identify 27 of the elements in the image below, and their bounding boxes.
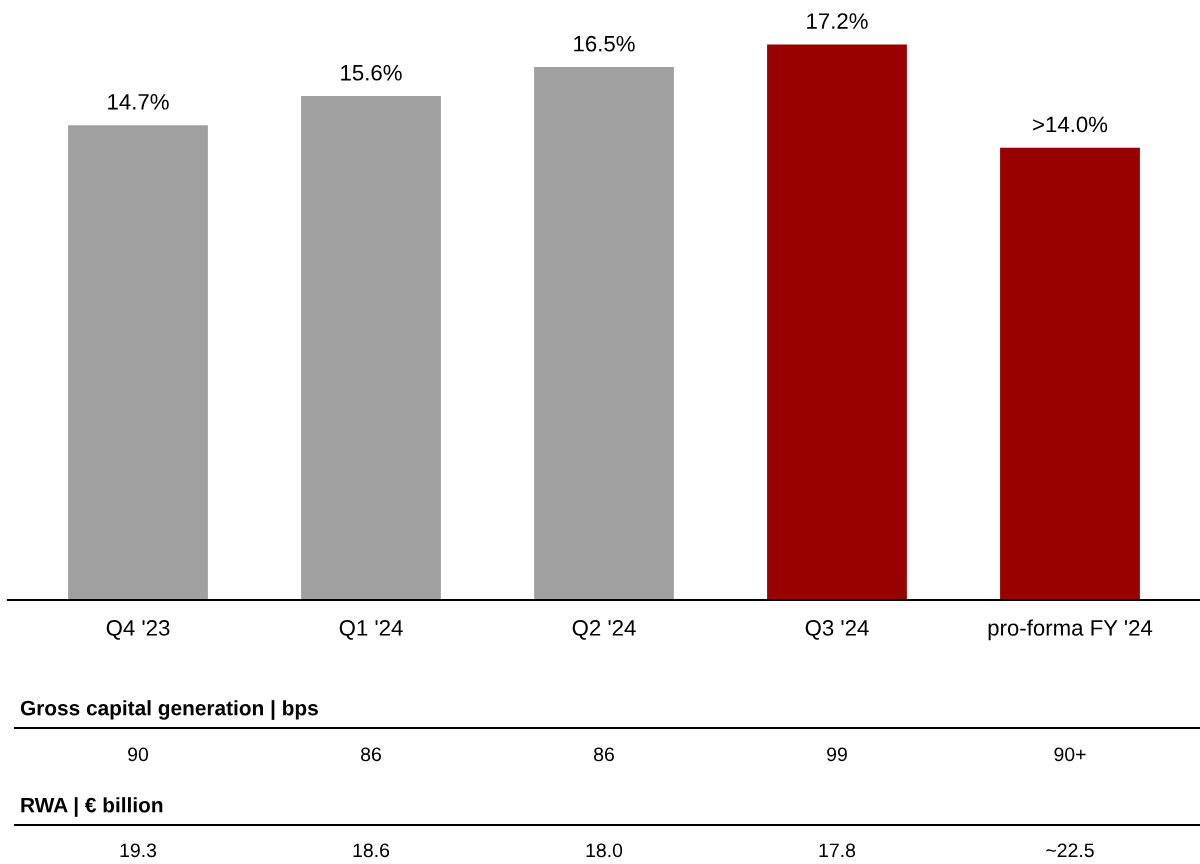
text: 86 (594, 747, 614, 762)
text: 17.8 (819, 843, 856, 858)
data-label: >14.0% (1033, 116, 1108, 133)
bar (68, 125, 208, 600)
text: RWA | € billion (21, 797, 163, 817)
x-tick-label: pro-forma FY '24 (988, 619, 1153, 641)
text: 90+ (1054, 747, 1086, 762)
text: 90 (128, 747, 149, 762)
bar (767, 44, 907, 600)
bar (534, 67, 674, 600)
data-label: 17.2% (807, 13, 868, 29)
data-label: 14.7% (108, 94, 169, 110)
text: 99 (827, 747, 847, 762)
text: 86 (361, 747, 381, 762)
x-tick-label: Q4 '23 (106, 620, 170, 640)
bar (301, 96, 441, 600)
text: 18.0 (586, 843, 623, 858)
x-tick-label: Q1 '24 (339, 620, 403, 640)
text: 18.6 (353, 843, 390, 858)
data-label: 16.5% (574, 35, 635, 52)
text: ~22.5 (1046, 843, 1094, 858)
bar (1000, 147, 1140, 600)
x-tick-label: Q2 '24 (572, 620, 636, 640)
text: 19.3 (120, 843, 157, 858)
text: Gross capital generation | bps (20, 700, 318, 720)
x-tick-label: Q3 '24 (805, 620, 869, 640)
data-label: 15.6% (341, 64, 402, 81)
